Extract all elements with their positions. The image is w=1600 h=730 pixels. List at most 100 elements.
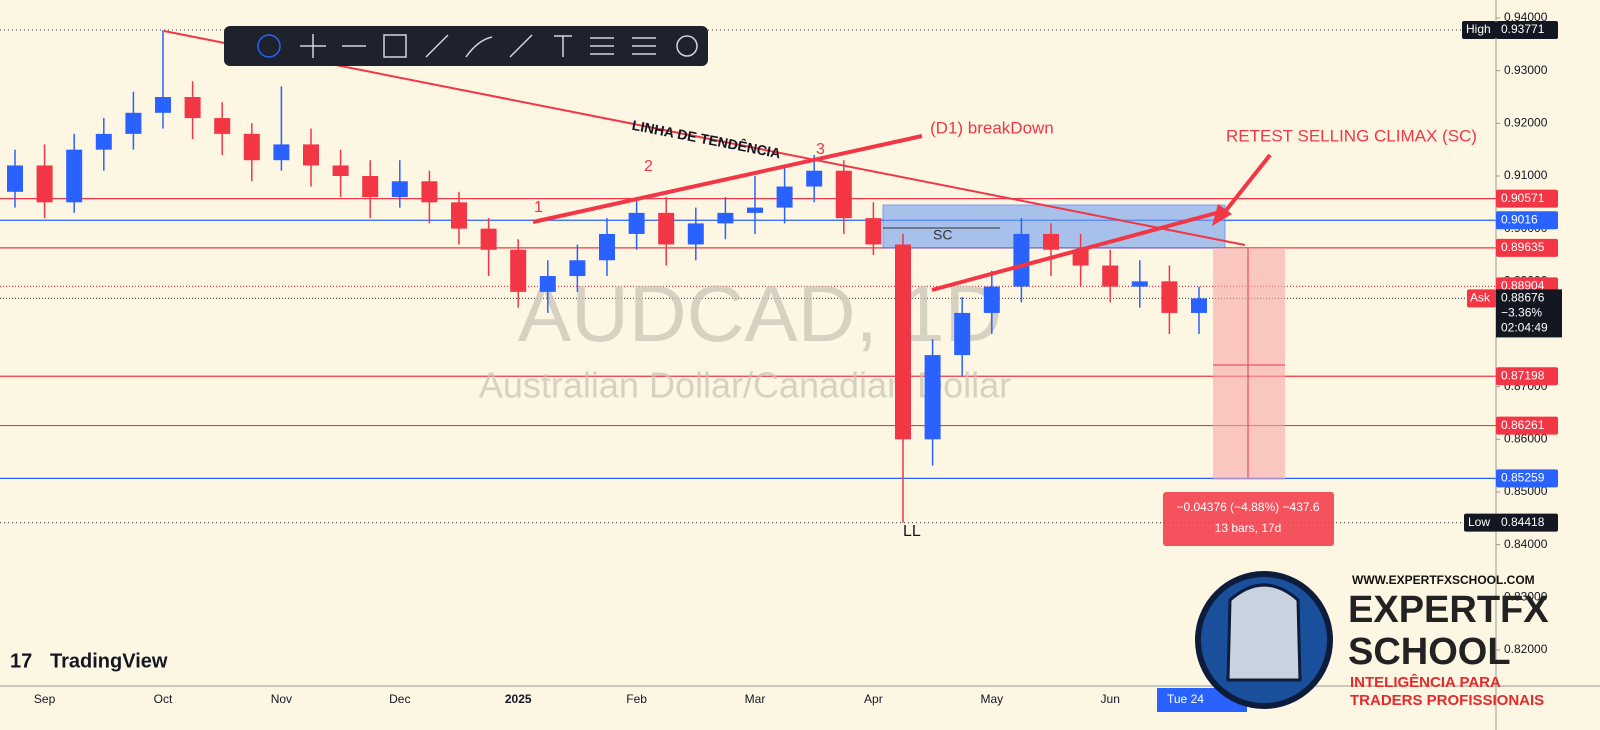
measure-box [1163,492,1334,546]
x-tick-label: Sep [34,692,56,706]
candle-body [332,165,349,176]
price-label-text: 0.85259 [1501,471,1545,485]
change-text: −3.36% [1501,306,1542,320]
price-label [1496,469,1558,488]
x-tick-label: May [980,692,1003,706]
price-label-text: 0.89635 [1501,240,1545,254]
x-tick-label: Oct [154,692,173,706]
candle-body [125,112,142,134]
candle-body [451,202,467,229]
candle-body [155,97,171,113]
price-label [1496,367,1558,386]
point-label: 1 [534,199,543,216]
brand: TradingView [50,650,168,672]
watermark-description: Australian Dollar/Canadian Dollar [479,365,1011,406]
price-label-text: 0.86261 [1501,418,1545,432]
candle-body [776,186,793,208]
candle-body [1161,281,1178,313]
price-label-text: 0.88676 [1501,291,1545,305]
candle-body [362,176,379,198]
retest-label: RETEST SELLING CLIMAX (SC) [1226,126,1477,145]
logo-tagline: TRADERS PROFISSIONAIS [1350,692,1544,709]
candle-body [954,312,971,356]
candle-body [184,97,201,119]
retest-line [931,210,1221,292]
axis-labels: 0.820000.830000.840000.850000.860000.870… [34,10,1562,712]
logo-url: WWW.EXPERTFXSCHOOL.COM [1352,573,1535,587]
candle-body [658,212,675,245]
measure-text: −0.04376 (−4.88%) −437.6 [1176,500,1319,514]
logo-name: EXPERTFX [1348,589,1549,631]
x-tick-label: Feb [626,692,647,706]
x-tick-label: Mar [745,692,766,706]
candle-body [1013,233,1030,287]
y-tick-label: 0.86000 [1504,432,1548,446]
y-tick-label: 0.93000 [1504,63,1548,77]
point-label: 2 [644,158,653,175]
retest-arrow [1218,153,1272,220]
tag-text: High [1466,22,1491,36]
x-tick-label: Jun [1101,692,1120,706]
x-tick-label: Dec [389,692,410,706]
candle-body [214,118,231,134]
tag [1464,513,1498,532]
candle-body [835,170,852,219]
y-tick-label: 0.84000 [1504,537,1548,551]
candle-body [806,170,823,187]
x-tick-label: Nov [271,692,292,706]
candle-body [539,276,556,292]
candle-body [66,149,83,203]
price-label [1496,416,1558,435]
plot [0,29,1496,524]
y-tick-label: 0.82000 [1504,642,1548,656]
price-label-text: 0.93771 [1501,22,1545,36]
y-tick-label: 0.85000 [1504,484,1548,498]
price-label-text: 0.88904 [1501,279,1545,293]
trend-line [163,30,1246,246]
ll-label: LL [903,523,921,540]
candle-body [510,249,527,292]
price-axis [1496,0,1600,686]
point-label: 3 [816,141,825,158]
candle-body [983,286,1000,313]
price-label-text: 0.87198 [1501,368,1545,382]
candle-body [1131,281,1148,287]
drawing-toolbar[interactable] [224,26,708,66]
candle-body [895,244,911,440]
price-label [1496,189,1558,208]
y-tick-label: 0.92000 [1504,116,1548,130]
x-tick-label: 2025 [505,692,532,706]
price-label-text: 0.84418 [1501,515,1545,529]
candle-body [303,144,319,166]
candle-body [480,228,497,250]
y-tick-label: 0.91000 [1504,168,1548,182]
candle-body [1102,265,1119,287]
crosshair-date: Tue 24 [1167,692,1204,706]
arrow-head [1212,204,1232,226]
candle-body [36,165,53,203]
logo-tagline: INTELIGÊNCIA PARA [1350,673,1501,691]
x-tick-label: Apr [864,692,883,706]
candle-body [1072,249,1089,266]
logo-helmet [1226,583,1302,682]
price-label [1496,21,1558,40]
price-label [1496,289,1562,338]
candle-body [1191,298,1207,313]
candle-body [273,144,290,161]
candle-body [1043,233,1059,250]
tag [1462,21,1496,40]
wedge-line [532,134,923,224]
brand-mark: 17 [10,650,32,672]
sc-label: SC [933,227,952,243]
countdown-text: 02:04:49 [1501,321,1548,335]
candle-body [687,223,704,245]
logo-name: SCHOOL [1348,631,1511,673]
price-label [1496,211,1558,230]
y-tick-label: 0.94000 [1504,10,1548,24]
breakdown-label: (D1) breakDown [930,118,1054,137]
tag [1467,289,1496,308]
candle-body [569,260,586,277]
candle-body [243,133,260,161]
candles [7,30,1207,523]
